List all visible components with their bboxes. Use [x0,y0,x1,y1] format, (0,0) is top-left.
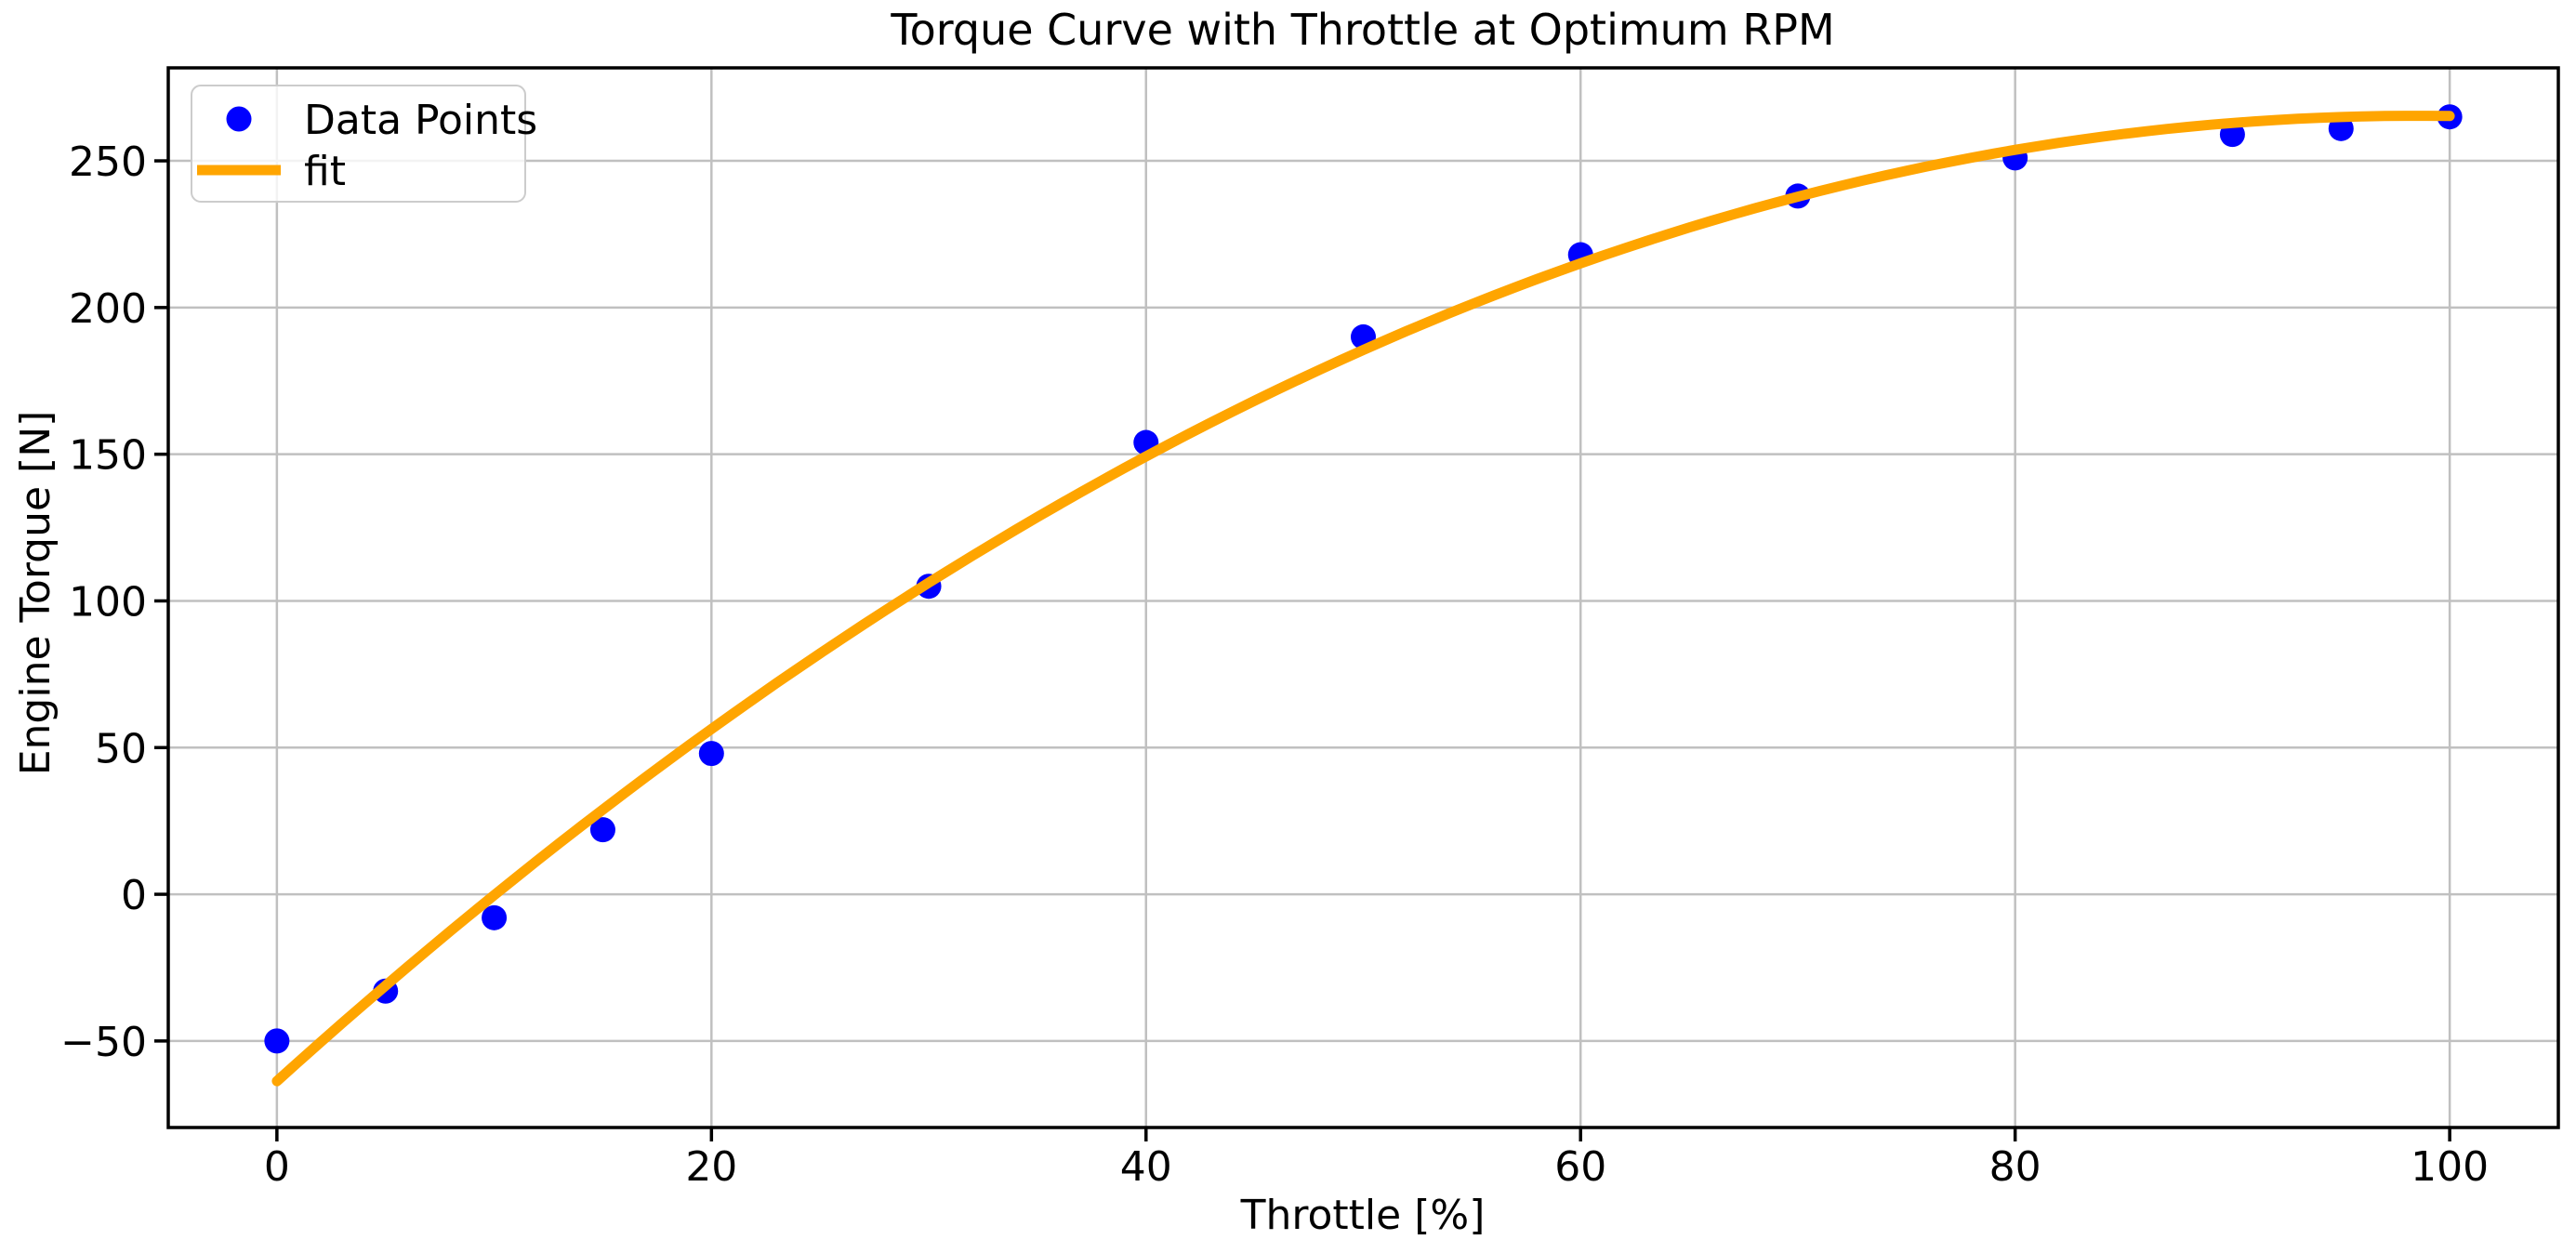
data-point [589,817,615,843]
data-point [264,1028,290,1054]
y-tick-label: 50 [95,725,147,772]
legend-marker-data-points [226,106,252,132]
y-tick-label: 0 [121,872,147,919]
scatter-series [264,104,2463,1054]
y-tick-label: −50 [60,1019,147,1066]
tick-labels: 0 20 40 60 80 100 −50 0 50 100 150 200 250 [60,138,2489,1191]
y-tick-label: 150 [69,432,147,480]
grid-layer [168,68,2558,1128]
y-tick-label: 250 [69,138,147,186]
x-tick-label: 100 [2411,1143,2489,1191]
y-tick-label: 100 [69,578,147,626]
x-tick-label: 80 [1989,1143,2041,1191]
data-point [482,904,508,930]
fit-line-series [271,111,2455,1087]
x-tick-label: 60 [1554,1143,1606,1191]
x-axis-label: Throttle [%] [1240,1192,1486,1239]
data-point [698,741,724,767]
x-tick-label: 0 [264,1143,290,1191]
legend-label-fit: fit [304,148,346,195]
axes-spines [166,66,2560,1129]
fit-curve [271,111,2455,1087]
legend: Data Points fit [191,85,537,203]
x-tick-label: 20 [685,1143,737,1191]
y-tick-label: 200 [69,285,147,333]
legend-label-data-points: Data Points [304,97,537,144]
axes-spines-and-ticks [154,66,2560,1141]
x-tick-label: 40 [1120,1143,1172,1191]
chart-title: Torque Curve with Throttle at Optimum RP… [890,5,1834,55]
y-axis-label: Engine Torque [N] [12,411,59,776]
